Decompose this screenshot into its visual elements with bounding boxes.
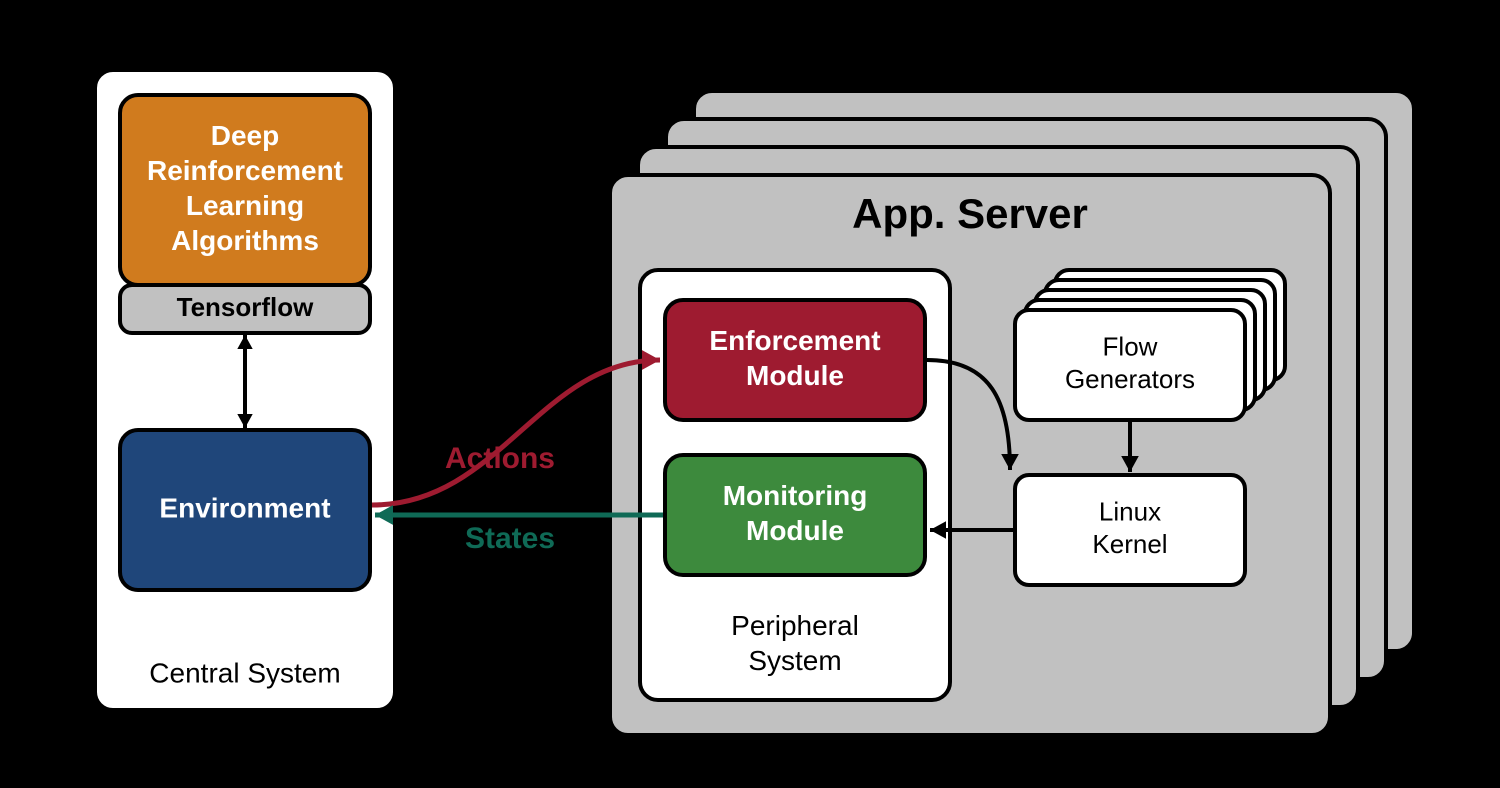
states-label: States <box>465 522 555 555</box>
enforcement-module-label: Enforcement <box>709 325 880 356</box>
flow-generators-label: Generators <box>1065 364 1195 394</box>
actions-label: Actions <box>445 442 555 475</box>
monitoring-module-label: Module <box>746 515 844 546</box>
central-system-label: Central System <box>149 657 340 688</box>
flow-generators-label: Flow <box>1103 332 1158 362</box>
tensorflow-label: Tensorflow <box>177 292 315 322</box>
drl-algorithms-label: Algorithms <box>171 225 319 256</box>
peripheral-system-label: System <box>748 645 841 676</box>
linux-kernel-label: Linux <box>1099 497 1161 527</box>
system-architecture-diagram: App. Server Enforcement Module Monitoring Mo… <box>0 0 1500 788</box>
enforcement-module-label: Module <box>746 360 844 391</box>
drl-algorithms-label: Deep <box>211 120 279 151</box>
linux-kernel-label: Kernel <box>1092 529 1167 559</box>
drl-algorithms-label: Learning <box>186 190 304 221</box>
monitoring-module-label: Monitoring <box>723 480 868 511</box>
drl-algorithms-label: Reinforcement <box>147 155 343 186</box>
environment-label: Environment <box>159 492 330 523</box>
app-server-title: App. Server <box>852 190 1088 237</box>
peripheral-system-label: Peripheral <box>731 610 859 641</box>
